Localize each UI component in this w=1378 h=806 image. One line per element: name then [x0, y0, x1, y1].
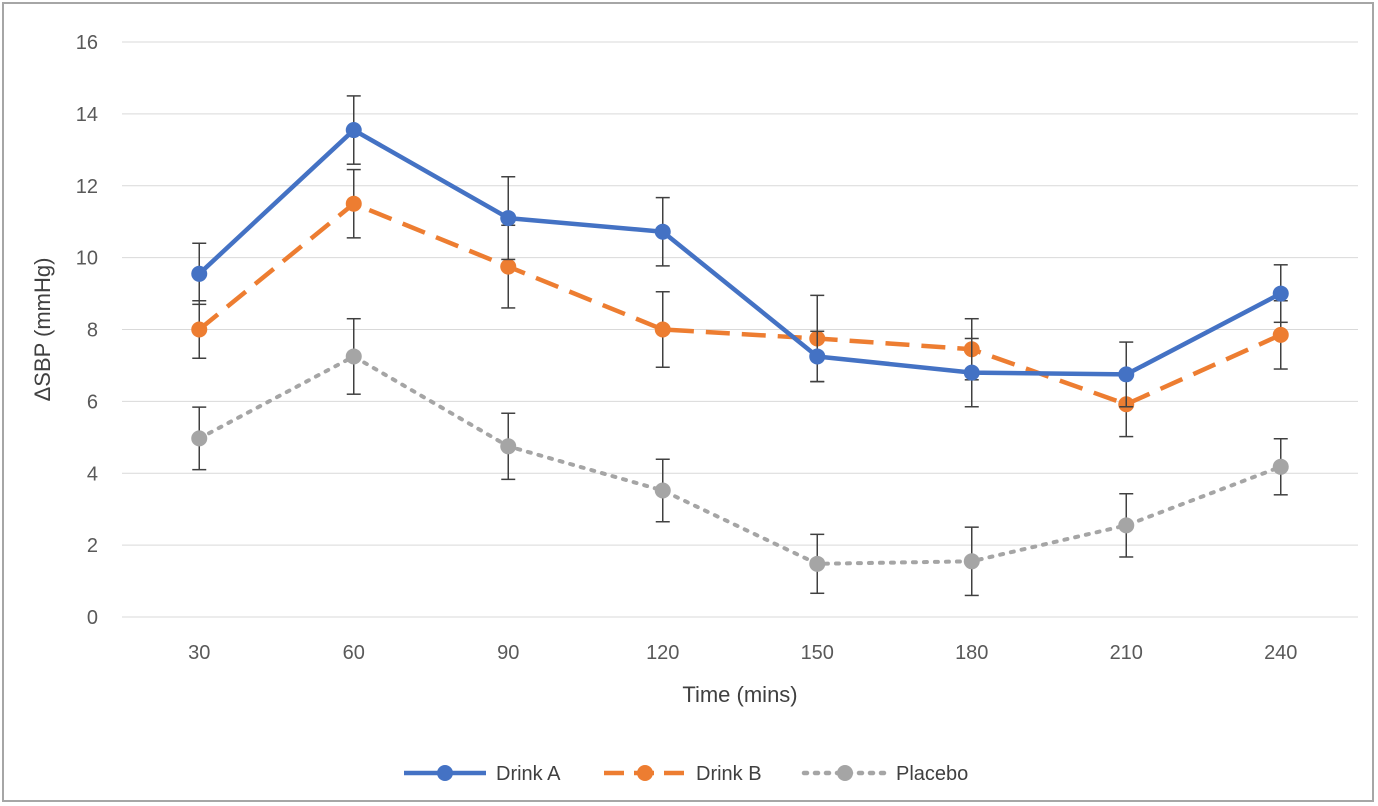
legend-entry-drink-b: Drink B [604, 763, 762, 785]
gridlines [122, 41, 1358, 618]
data-point [963, 553, 980, 570]
legend-marker [837, 765, 853, 781]
legend-marker [637, 765, 653, 781]
data-point [500, 210, 517, 227]
y-axis-ticks: 0 2 4 6 8 10 12 14 16 [76, 32, 98, 629]
x-tick-label: 120 [646, 642, 679, 664]
x-tick-label: 150 [801, 642, 834, 664]
data-point [345, 195, 362, 212]
legend-label: Placebo [896, 763, 968, 785]
x-tick-label: 210 [1110, 642, 1143, 664]
data-point [654, 223, 671, 240]
y-tick-label: 4 [87, 463, 98, 485]
legend-entry-drink-a: Drink A [404, 763, 561, 785]
x-tick-label: 30 [188, 642, 210, 664]
data-point [191, 430, 208, 447]
y-axis-title: ΔSBP (mmHg) [30, 258, 55, 402]
x-tick-label: 180 [955, 642, 988, 664]
data-point [1272, 285, 1289, 302]
y-tick-label: 2 [87, 535, 98, 557]
x-tick-label: 90 [497, 642, 519, 664]
legend-marker [437, 765, 453, 781]
legend-label: Drink A [496, 763, 561, 785]
y-tick-label: 10 [76, 248, 98, 270]
data-point [345, 348, 362, 365]
data-point [1118, 517, 1135, 534]
data-point [963, 364, 980, 381]
y-tick-label: 14 [76, 104, 98, 126]
series-drink-a [191, 95, 1289, 408]
legend: Drink A Drink B Placebo [404, 763, 968, 785]
data-point [809, 555, 826, 572]
y-tick-label: 8 [87, 320, 98, 342]
data-point [654, 321, 671, 338]
y-tick-label: 16 [76, 32, 98, 54]
series-line [197, 354, 1283, 566]
series-drink-b [191, 168, 1289, 438]
series-placebo [191, 317, 1289, 597]
data-point [1272, 458, 1289, 475]
data-point [191, 321, 208, 338]
x-tick-label: 60 [343, 642, 365, 664]
legend-entry-placebo: Placebo [801, 763, 968, 785]
line-chart: 0 2 4 6 8 10 12 14 16 30 60 90 120 150 180 210 240 Time… [30, 32, 1358, 785]
data-point [191, 265, 208, 282]
data-point [500, 438, 517, 455]
data-point [500, 258, 517, 275]
legend-label: Drink B [696, 763, 762, 785]
data-point [345, 122, 362, 139]
x-axis-ticks: 30 60 90 120 150 180 210 240 [188, 642, 1297, 664]
series-line [197, 127, 1282, 377]
data-point [809, 348, 826, 365]
data-point [1118, 366, 1135, 383]
y-tick-label: 0 [87, 607, 98, 629]
data-point [654, 482, 671, 499]
y-tick-label: 6 [87, 391, 98, 413]
series-group [191, 95, 1289, 597]
x-axis-title: Time (mins) [682, 682, 797, 707]
data-point [1272, 326, 1289, 343]
series-line [197, 201, 1282, 407]
x-tick-label: 240 [1264, 642, 1297, 664]
y-tick-label: 12 [76, 176, 98, 198]
